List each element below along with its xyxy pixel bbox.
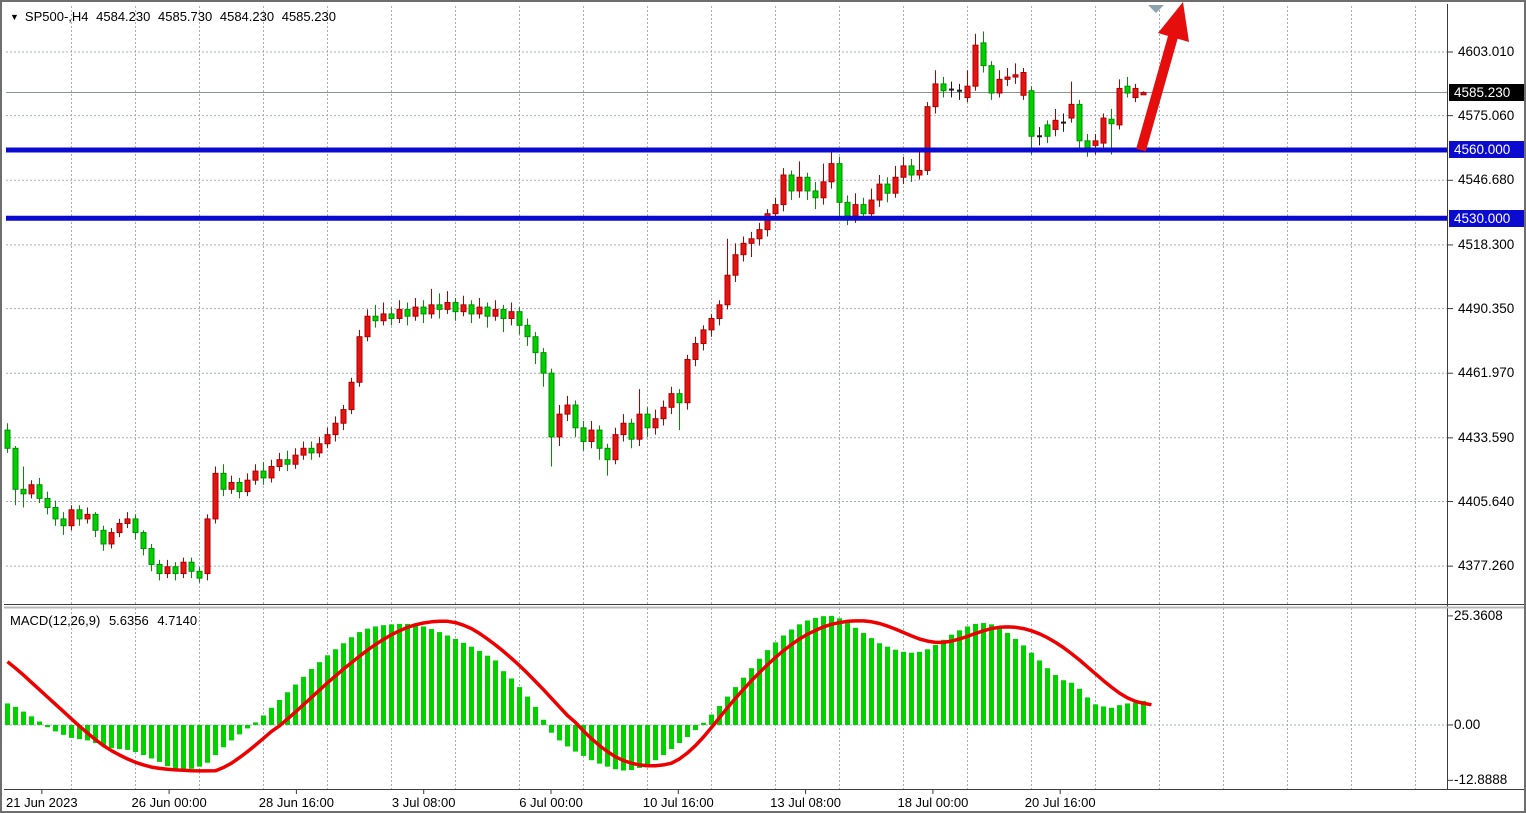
trend-arrow[interactable] <box>1136 2 1189 152</box>
price-tick-label: 4433.590 <box>1458 429 1515 445</box>
time-axis-label: 3 Jul 08:00 <box>391 795 456 810</box>
price-tick-label: 4546.680 <box>1458 172 1515 188</box>
macd-tick-label: 25.3608 <box>1454 607 1503 623</box>
time-axis-label: 28 Jun 16:00 <box>258 795 334 810</box>
macd-signal-value: 4.7140 <box>157 613 198 628</box>
price-tick-label: 4518.300 <box>1458 236 1515 252</box>
price-tick-label: 4490.350 <box>1458 300 1515 316</box>
symbol-dropdown-icon[interactable]: ▼ <box>10 12 19 22</box>
symbol-timeframe-label: SP500-,H4 <box>24 9 89 24</box>
ohlc-close: 4585.230 <box>281 9 336 24</box>
level-4560-tag: 4560.000 <box>1449 141 1524 159</box>
current-price-tag: 4585.230 <box>1449 83 1524 101</box>
symbol-header: ▼ SP500-,H4 4584.230 4585.730 4584.230 45… <box>10 9 340 24</box>
ohlc-high: 4585.730 <box>158 9 213 24</box>
ohlc-low: 4584.230 <box>219 9 275 24</box>
macd-indicator-label: MACD(12,26,9) 5.6356 4.7140 <box>10 613 202 628</box>
macd-tick-label: -12.8888 <box>1454 772 1508 788</box>
time-axis-label: 10 Jul 16:00 <box>642 795 714 810</box>
level-4530-tag: 4530.000 <box>1449 209 1524 227</box>
price-tick-label: 4603.010 <box>1458 43 1515 59</box>
ohlc-open: 4584.230 <box>96 9 151 24</box>
time-axis-label: 26 Jun 00:00 <box>131 795 207 810</box>
macd-main-value: 5.6356 <box>108 613 149 628</box>
time-axis-label: 6 Jul 00:00 <box>519 795 583 810</box>
data-end-marker-icon <box>1148 5 1164 13</box>
macd-name: MACD(12,26,9) <box>10 613 101 628</box>
time-axis-label: 20 Jul 16:00 <box>1024 795 1096 810</box>
price-tick-label: 4405.640 <box>1458 493 1515 509</box>
time-axis-label: 18 Jul 00:00 <box>897 795 969 810</box>
price-tick-label: 4575.060 <box>1458 107 1515 123</box>
price-tick-label: 4461.970 <box>1458 365 1515 381</box>
time-axis-label: 13 Jul 08:00 <box>770 795 842 810</box>
macd-tick-label: 0.00 <box>1454 716 1481 732</box>
price-tick-label: 4377.260 <box>1458 558 1515 574</box>
time-axis-label: 21 Jun 2023 <box>6 795 78 810</box>
